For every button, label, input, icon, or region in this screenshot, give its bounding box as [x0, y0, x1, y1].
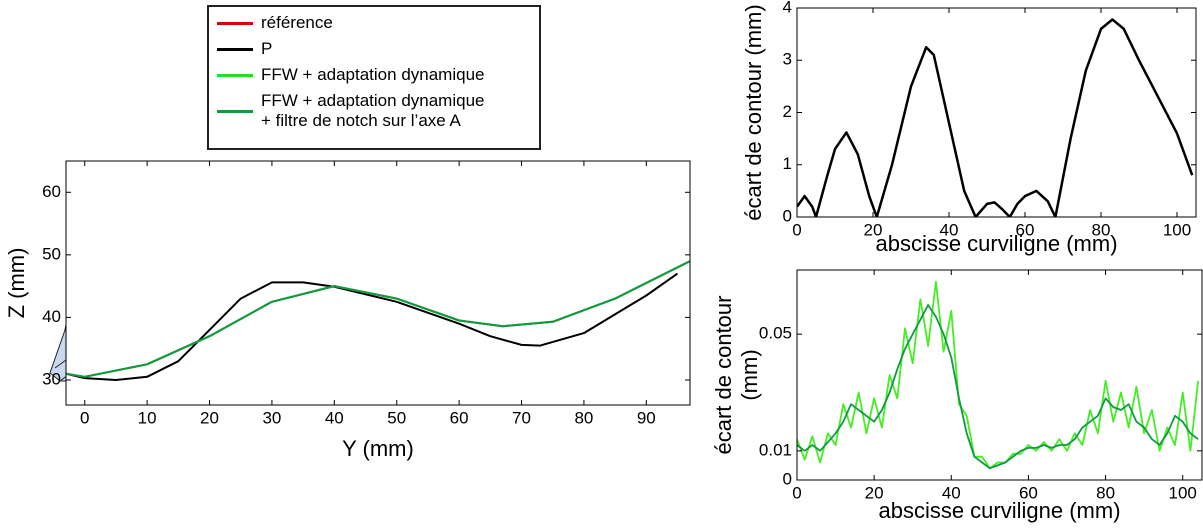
x-tick-label: 70 [512, 408, 531, 427]
legend-swatch [217, 47, 253, 51]
x-tick-label: 90 [637, 408, 656, 427]
legend-label: P [261, 39, 273, 58]
x-axis-label: abscisse curviligne (mm) [875, 231, 1117, 256]
series-line [797, 280, 1199, 470]
plot-area [797, 270, 1202, 480]
y-axis-label: Z (mm) [4, 248, 29, 319]
x-tick-label: 20 [200, 408, 219, 427]
legend-swatch [217, 73, 253, 77]
y-tick-label: 4 [783, 0, 792, 16]
axes-box [796, 269, 1203, 481]
x-tick-label: 0 [80, 408, 89, 427]
x-tick-label: 10 [138, 408, 157, 427]
x-tick-label: 80 [1096, 483, 1115, 502]
series-group [66, 260, 690, 381]
y-tick-label: 30 [42, 369, 61, 388]
y-axis-label: écart de contour [711, 296, 736, 455]
series-group [797, 18, 1194, 217]
legend-entry: FFW + adaptation dynamique [217, 65, 531, 85]
legend-swatch [217, 109, 253, 113]
y-tick-label: 50 [42, 244, 61, 263]
x-tick-label: 60 [450, 408, 469, 427]
x-tick-label: 80 [1092, 220, 1111, 239]
series-line [66, 260, 690, 378]
x-tick-label: 30 [262, 408, 281, 427]
y-axis-label: (mm) [737, 349, 762, 400]
y-tick-label: 0.01 [759, 440, 792, 459]
y-tick-label: 0 [783, 206, 792, 225]
x-tick-label: 0 [792, 483, 801, 502]
x-tick-label: 0 [792, 220, 801, 239]
legend-entry: P [217, 39, 531, 59]
series-line [797, 18, 1194, 217]
series-line [797, 304, 1199, 470]
x-tick-label: 60 [1019, 483, 1038, 502]
x-tick-label: 50 [387, 408, 406, 427]
x-tick-label: 80 [574, 408, 593, 427]
legend-swatch [217, 21, 253, 25]
series-group [797, 280, 1199, 470]
y-axis-label: écart de contour (mm) [741, 4, 766, 220]
legend-label: FFW + adaptation dynamique + filtre de n… [261, 91, 485, 130]
legend-entry: référence [217, 13, 531, 33]
y-tick-label: 0 [783, 469, 792, 488]
plot-area [66, 161, 690, 405]
y-tick-label: 60 [42, 182, 61, 201]
legend-label: référence [261, 13, 333, 32]
legend-label: FFW + adaptation dynamique [261, 65, 485, 84]
x-tick-label: 60 [1016, 220, 1035, 239]
x-tick-label: 20 [864, 220, 883, 239]
x-tick-label: 40 [940, 220, 959, 239]
x-axis-label: Y (mm) [342, 436, 414, 461]
y-tick-label: 3 [783, 50, 792, 69]
legend: référence P FFW + adaptation dynamique FFW … [207, 5, 541, 150]
y-tick-label: 1 [783, 154, 792, 173]
series-line [66, 272, 679, 381]
y-tick-label: 0.05 [759, 324, 792, 343]
x-tick-label: 100 [1169, 483, 1197, 502]
x-tick-label: 100 [1163, 220, 1191, 239]
axes-box [65, 160, 691, 406]
legend-entry: FFW + adaptation dynamique + filtre de n… [217, 91, 531, 131]
y-tick-label: 2 [783, 102, 792, 121]
x-tick-label: 40 [942, 483, 961, 502]
x-tick-label: 20 [865, 483, 884, 502]
x-tick-label: 40 [325, 408, 344, 427]
plot-area [797, 8, 1196, 217]
x-axis-label: abscisse curviligne (mm) [878, 498, 1120, 523]
y-tick-label: 40 [42, 307, 61, 326]
